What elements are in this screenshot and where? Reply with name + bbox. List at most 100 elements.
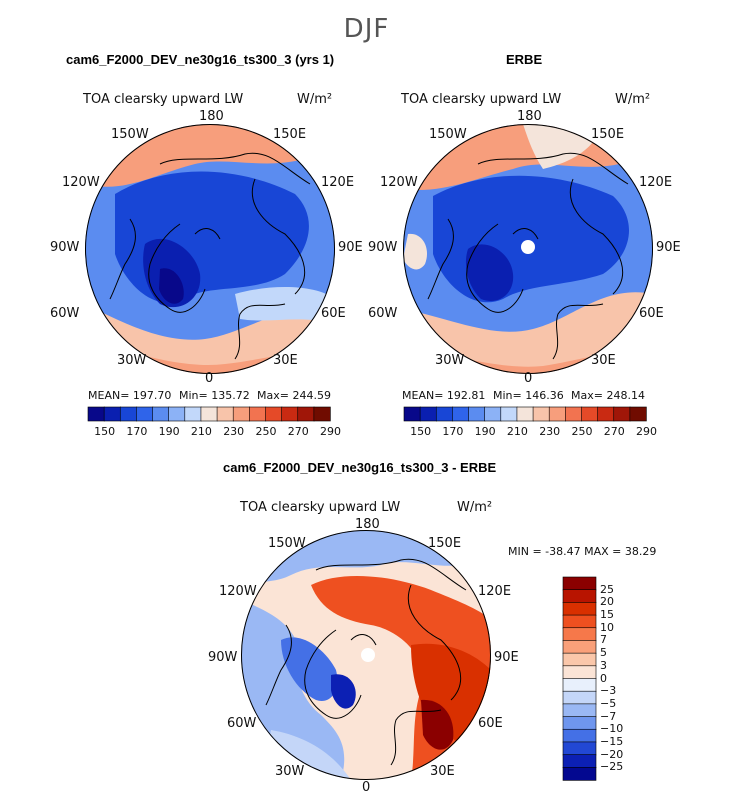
colorbar-swatch bbox=[216, 406, 234, 422]
colorbar-swatch bbox=[562, 640, 597, 654]
lon-label-60w: 60W bbox=[50, 306, 80, 321]
colorbar-tick-label: −7 bbox=[600, 709, 617, 723]
season-title: DJF bbox=[343, 14, 390, 44]
colorbar-swatch bbox=[629, 406, 647, 422]
colorbar-tick-label: 20 bbox=[600, 595, 614, 609]
colorbar-swatch bbox=[565, 406, 583, 422]
field-warm-atlantic bbox=[403, 292, 653, 374]
lon-label-120w: 120W bbox=[380, 175, 418, 190]
lon-label-30w: 30W bbox=[275, 764, 305, 779]
colorbar-swatch bbox=[152, 406, 170, 422]
lon-label-180: 180 bbox=[199, 109, 224, 124]
colorbar-tick-label: 0 bbox=[600, 671, 607, 685]
polar-map-model bbox=[85, 124, 335, 374]
colorbar-swatch bbox=[613, 406, 631, 422]
lon-label-60w: 60W bbox=[368, 306, 398, 321]
colorbar-swatch bbox=[562, 716, 597, 730]
colorbar-tick-label: −25 bbox=[600, 760, 624, 774]
lon-label-60w: 60W bbox=[227, 716, 257, 731]
colorbar-tick-label: 250 bbox=[255, 425, 277, 438]
colorbar-swatch bbox=[419, 406, 437, 422]
coastlines bbox=[427, 152, 629, 360]
colorbar-swatch bbox=[249, 406, 267, 422]
colorbar-swatch bbox=[562, 678, 597, 692]
colorbar-swatch bbox=[562, 767, 597, 781]
lon-label-180: 180 bbox=[517, 109, 542, 124]
colorbar-swatch bbox=[562, 728, 597, 743]
lon-label-90w: 90W bbox=[208, 650, 238, 665]
lon-label-90w: 90W bbox=[50, 240, 80, 255]
colorbar-swatch bbox=[562, 602, 597, 616]
colorbar-obs bbox=[403, 406, 647, 422]
lon-label-120e: 120E bbox=[321, 175, 355, 190]
colorbar-tick-label: −15 bbox=[600, 734, 624, 748]
colorbar-tick-label: 290 bbox=[636, 425, 657, 438]
colorbar-swatch bbox=[265, 406, 283, 422]
colorbar-swatch bbox=[562, 741, 597, 756]
colorbar-swatch bbox=[468, 406, 486, 422]
field-strong-negative-arctic bbox=[281, 637, 338, 701]
map-border bbox=[85, 124, 335, 374]
colorbar-swatch bbox=[581, 406, 599, 422]
panel-title-obs: ERBE bbox=[506, 52, 543, 67]
colorbar-swatch bbox=[403, 406, 421, 422]
pole-missing-data bbox=[361, 648, 375, 662]
colorbar-tick-label: 290 bbox=[320, 425, 341, 438]
colorbar-swatch bbox=[452, 406, 470, 422]
colorbar-swatch bbox=[136, 406, 154, 422]
lon-label-0: 0 bbox=[205, 371, 214, 386]
colorbar-tick-label: 210 bbox=[506, 425, 528, 438]
stat-mean: MEAN= 192.81 bbox=[402, 389, 486, 402]
colorbar-tick-label: 150 bbox=[410, 425, 432, 438]
colorbar-tick-label: 170 bbox=[442, 425, 464, 438]
lon-label-150w: 150W bbox=[268, 536, 306, 551]
colorbar-tick-label: 170 bbox=[126, 425, 148, 438]
lon-label-150e: 150E bbox=[591, 127, 625, 142]
stat-min: Min= 135.72 bbox=[179, 389, 250, 402]
map-border bbox=[241, 530, 491, 780]
colorbar-swatch bbox=[500, 406, 518, 422]
units-label: W/m² bbox=[615, 92, 651, 107]
colorbar-tick-label: 3 bbox=[600, 658, 607, 672]
colorbar-swatch bbox=[562, 614, 597, 629]
field-min-negative bbox=[331, 674, 356, 709]
colorbar-swatch bbox=[313, 406, 331, 422]
colorbar-swatch bbox=[484, 406, 502, 422]
panel-title-model: cam6_F2000_DEV_ne30g16_ts300_3 (yrs 1) bbox=[66, 52, 335, 67]
colorbar-tick-label: −3 bbox=[600, 684, 617, 698]
colorbar-swatch bbox=[103, 406, 121, 422]
colorbar-tick-label: 15 bbox=[600, 608, 614, 622]
lon-label-60e: 60E bbox=[478, 716, 503, 731]
stat-max: Max= 248.14 bbox=[571, 389, 645, 402]
colorbar-swatch bbox=[184, 406, 202, 422]
units-label: W/m² bbox=[297, 92, 333, 107]
polar-map-diff bbox=[241, 530, 491, 780]
lon-label-0: 0 bbox=[362, 780, 371, 795]
colorbar-swatch bbox=[562, 589, 597, 604]
colorbar-tick-label: 190 bbox=[158, 425, 180, 438]
lon-label-120w: 120W bbox=[62, 175, 100, 190]
lon-label-150w: 150W bbox=[429, 127, 467, 142]
colorbar-swatch bbox=[562, 665, 597, 680]
colorbar-swatch bbox=[562, 627, 597, 642]
colorbar-swatch bbox=[548, 406, 567, 422]
panel-title-diff: cam6_F2000_DEV_ne30g16_ts300_3 - ERBE bbox=[223, 460, 497, 475]
lon-label-0: 0 bbox=[524, 371, 533, 386]
colorbar-tick-label: 270 bbox=[603, 425, 625, 438]
map-border bbox=[403, 124, 653, 374]
colorbar-swatch bbox=[532, 406, 550, 422]
colorbar-tick-label: 25 bbox=[600, 582, 614, 596]
lon-label-120w: 120W bbox=[219, 584, 257, 599]
colorbar-tick-label: 210 bbox=[190, 425, 212, 438]
colorbar-swatch bbox=[281, 406, 299, 422]
colorbar-tick-label: 230 bbox=[539, 425, 561, 438]
lon-label-60e: 60E bbox=[639, 306, 664, 321]
lon-label-30w: 30W bbox=[117, 353, 147, 368]
colorbar-swatch bbox=[119, 406, 138, 422]
lon-label-30e: 30E bbox=[273, 353, 298, 368]
field-cold-greenland bbox=[465, 244, 514, 302]
colorbar-tick-label: 250 bbox=[571, 425, 593, 438]
colorbar-tick-label: 5 bbox=[600, 646, 607, 660]
lon-label-30w: 30W bbox=[435, 353, 465, 368]
coastlines bbox=[109, 152, 311, 360]
